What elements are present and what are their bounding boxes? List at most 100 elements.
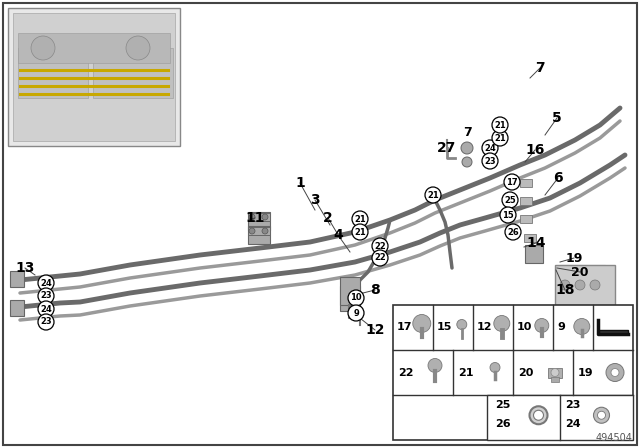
Circle shape [490,362,500,372]
Bar [248,213,270,221]
Bar [520,197,532,205]
Circle shape [372,238,388,254]
Bar [487,395,633,440]
Text: 9: 9 [353,309,359,318]
Circle shape [492,130,508,146]
Text: 10: 10 [350,293,362,302]
Bar [551,376,559,382]
Text: 24: 24 [484,143,496,152]
Text: 23: 23 [565,400,580,409]
Bar [13,13,175,141]
Text: 3: 3 [310,193,320,207]
Text: 25: 25 [495,400,510,409]
Bar [10,300,24,316]
Text: 7: 7 [463,125,472,138]
Circle shape [575,280,585,290]
Bar [520,215,532,223]
Circle shape [560,280,570,290]
Text: 25: 25 [504,195,516,204]
Circle shape [529,406,547,424]
Bar [18,48,88,98]
Text: 20: 20 [518,367,533,378]
Circle shape [425,187,441,203]
Circle shape [461,142,473,154]
Bar [8,8,180,146]
Circle shape [348,305,364,321]
Bar [248,212,270,230]
Text: 24: 24 [565,419,580,429]
Text: 21: 21 [427,190,439,199]
Text: 23: 23 [484,156,496,165]
Text: 21: 21 [494,134,506,142]
Text: 26: 26 [495,419,511,429]
Circle shape [502,192,518,208]
Text: 21: 21 [354,215,366,224]
Circle shape [348,290,364,306]
Text: 18: 18 [556,283,575,297]
Bar [10,271,24,287]
Circle shape [352,211,368,227]
Circle shape [38,301,54,317]
Bar [393,305,633,440]
Text: 19: 19 [578,367,594,378]
Circle shape [249,228,255,234]
Circle shape [505,224,521,240]
Circle shape [593,407,609,423]
Circle shape [413,314,431,332]
Circle shape [504,174,520,190]
Text: 22: 22 [374,254,386,263]
Text: 1: 1 [295,176,305,190]
Text: 23: 23 [40,318,52,327]
Text: 14: 14 [526,236,546,250]
Bar [524,234,536,242]
Text: 5: 5 [552,111,562,125]
Circle shape [606,363,624,382]
Text: 26: 26 [507,228,519,237]
Text: 23: 23 [40,292,52,301]
Text: 8: 8 [370,283,380,297]
Text: 10: 10 [517,323,532,332]
Bar [340,277,360,305]
Circle shape [482,140,498,156]
Text: 21: 21 [458,367,474,378]
Circle shape [352,224,368,240]
Bar [248,227,270,235]
Text: 17: 17 [397,323,413,332]
Bar [560,265,605,303]
Circle shape [262,214,268,220]
Circle shape [31,36,55,60]
Circle shape [535,319,548,332]
Text: 16: 16 [525,143,545,157]
Circle shape [534,410,543,420]
Text: 22: 22 [398,367,413,378]
Bar [520,179,532,187]
Bar [340,286,360,311]
Circle shape [462,157,472,167]
Circle shape [492,117,508,133]
Text: 24: 24 [40,305,52,314]
Circle shape [249,214,255,220]
Bar [248,226,270,244]
Circle shape [482,153,498,169]
Circle shape [611,369,619,376]
Text: 21: 21 [494,121,506,129]
Text: 12: 12 [365,323,385,337]
Bar [93,48,173,98]
Text: 12: 12 [477,323,493,332]
Text: 24: 24 [40,279,52,288]
Circle shape [428,358,442,372]
Text: 494504: 494504 [595,433,632,443]
Text: 2: 2 [323,211,333,225]
Text: 13: 13 [15,261,35,275]
Text: 21: 21 [354,228,366,237]
Circle shape [494,315,510,332]
Text: 17: 17 [506,177,518,186]
Text: 22: 22 [374,241,386,250]
Circle shape [598,411,605,419]
Text: 15: 15 [437,323,452,332]
Circle shape [38,275,54,291]
Circle shape [38,288,54,304]
Text: 9: 9 [557,323,565,332]
Bar [525,245,543,263]
Circle shape [372,250,388,266]
